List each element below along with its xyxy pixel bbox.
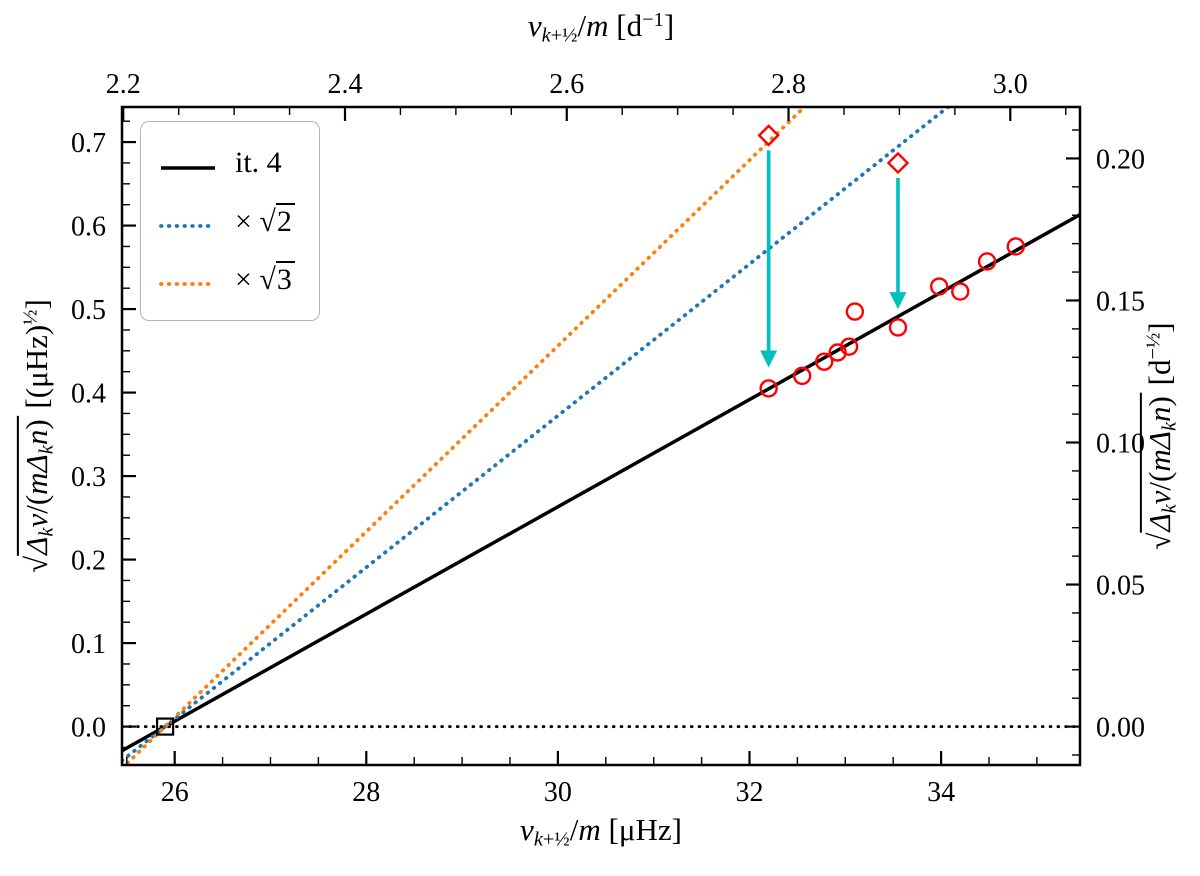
svg-text:2.2: 2.2 (106, 69, 141, 100)
plot-border (120, 105, 1082, 767)
svg-text:0.7: 0.7 (71, 128, 106, 159)
x-axis-top-ticks: 2.2 2.4 2.6 2.8 3.0 (106, 69, 1067, 121)
svg-text:0.20: 0.20 (1096, 144, 1145, 175)
legend-line-sample (159, 204, 217, 238)
svg-text:0.4: 0.4 (71, 379, 106, 410)
svg-text:32: 32 (735, 777, 763, 808)
correction-arrows (760, 150, 907, 368)
svg-text:0.2: 0.2 (71, 546, 106, 577)
svg-text:2.6: 2.6 (549, 69, 584, 100)
svg-text:0.3: 0.3 (71, 462, 106, 493)
anchor-square (156, 717, 175, 736)
svg-text:0.15: 0.15 (1096, 286, 1145, 317)
legend: it. 4 × √2 × √3 (140, 121, 320, 321)
series-line-1 (122, 107, 952, 763)
svg-text:0.10: 0.10 (1096, 429, 1145, 460)
x-axis-label-top: νk+½/m [d−1] (527, 8, 675, 47)
legend-entry-0: it. 4 (159, 138, 295, 188)
svg-text:0.0: 0.0 (71, 713, 106, 744)
svg-text:0.6: 0.6 (71, 212, 106, 243)
svg-text:0.00: 0.00 (1096, 713, 1145, 744)
svg-text:2.8: 2.8 (771, 69, 806, 100)
legend-entry-label: × √2 (235, 202, 295, 240)
legend-entry-label: × √3 (235, 260, 295, 298)
legend-line-sample (159, 146, 217, 180)
legend-entry-label: it. 4 (235, 146, 282, 179)
x-axis-bottom-ticks: 26 28 30 32 34 (126, 751, 1038, 808)
legend-entry-2: × √3 (159, 254, 295, 304)
svg-text:0.05: 0.05 (1096, 571, 1145, 602)
series-line-0 (122, 213, 1080, 753)
legend-entry-1: × √2 (159, 196, 295, 246)
legend-line-sample (159, 262, 217, 296)
y-axis-left-ticks: 0.0 0.1 0.2 0.3 0.4 0.5 0.6 0.7 (71, 120, 136, 749)
y-axis-label-right: √Δkν/(mΔkn) [d−½] (1139, 322, 1183, 550)
svg-text:2.4: 2.4 (328, 69, 363, 100)
svg-text:26: 26 (161, 777, 189, 808)
data-point-circles (759, 237, 1026, 398)
outlier-diamonds (757, 124, 910, 175)
svg-text:0.5: 0.5 (71, 295, 106, 326)
x-axis-label-bottom: νk+½/m [μHz] (520, 812, 682, 851)
svg-text:28: 28 (352, 777, 380, 808)
y-axis-label-left: √Δkν/(mΔkn) [(μHz)½] (16, 299, 60, 573)
svg-text:34: 34 (927, 777, 955, 808)
svg-text:0.1: 0.1 (71, 629, 106, 660)
svg-text:30: 30 (544, 777, 572, 808)
svg-text:3.0: 3.0 (993, 69, 1028, 100)
y-axis-right-ticks: 0.00 0.05 0.10 0.15 0.20 (1066, 129, 1145, 756)
